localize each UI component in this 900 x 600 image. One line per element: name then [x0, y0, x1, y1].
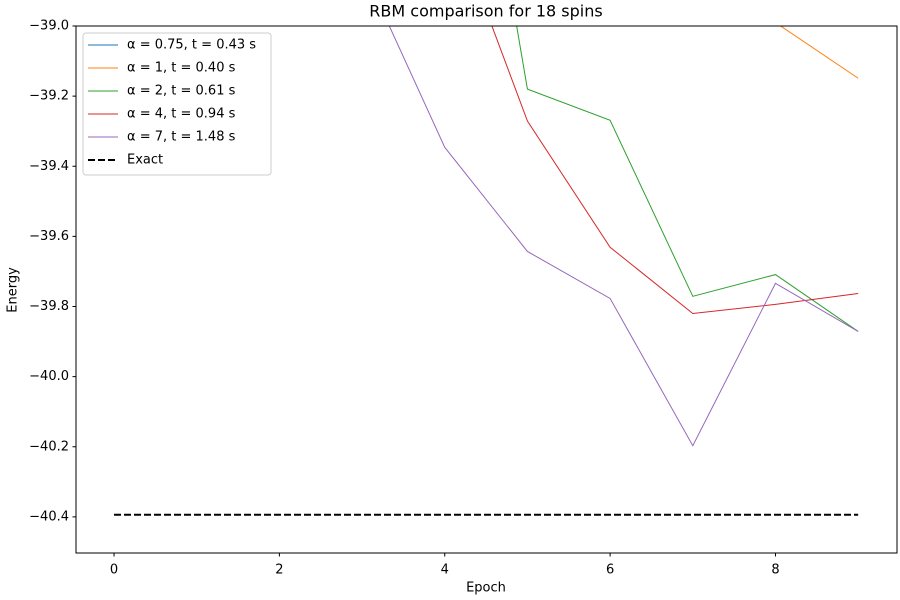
legend-label: Exact: [127, 153, 163, 168]
y-tick-label: −40.4: [29, 509, 69, 524]
y-tick-label: −40.0: [29, 369, 69, 384]
x-tick-label: 2: [275, 563, 283, 578]
x-tick-label: 0: [110, 563, 118, 578]
plot-frame: [75, 25, 898, 554]
legend-box: [82, 32, 272, 176]
legend-label: α = 1, t = 0.40 s: [127, 61, 236, 76]
y-tick-label: −39.4: [29, 159, 69, 174]
x-tick-label: 6: [606, 563, 614, 578]
series-line: [491, 26, 859, 315]
y-tick-label: −39.8: [29, 299, 69, 314]
y-tick-label: −39.0: [29, 19, 69, 34]
series-line: [388, 26, 859, 447]
plot-lines: [114, 26, 859, 516]
x-tick-label: 8: [771, 563, 779, 578]
series-line: [516, 26, 859, 332]
y-tick-label: −39.2: [29, 89, 69, 104]
y-tick-label: −40.2: [29, 439, 69, 454]
legend-label: α = 7, t = 1.48 s: [127, 130, 236, 145]
y-axis-label: Energy: [6, 267, 21, 313]
y-tick-label: −39.6: [29, 229, 69, 244]
legend-label: α = 2, t = 0.61 s: [127, 84, 236, 99]
x-axis-label: Epoch: [466, 581, 506, 596]
legend-label: α = 0.75, t = 0.43 s: [127, 38, 256, 53]
legend-label: α = 4, t = 0.94 s: [127, 107, 236, 122]
chart-title: RBM comparison for 18 spins: [369, 2, 602, 21]
x-tick-label: 4: [441, 563, 449, 578]
